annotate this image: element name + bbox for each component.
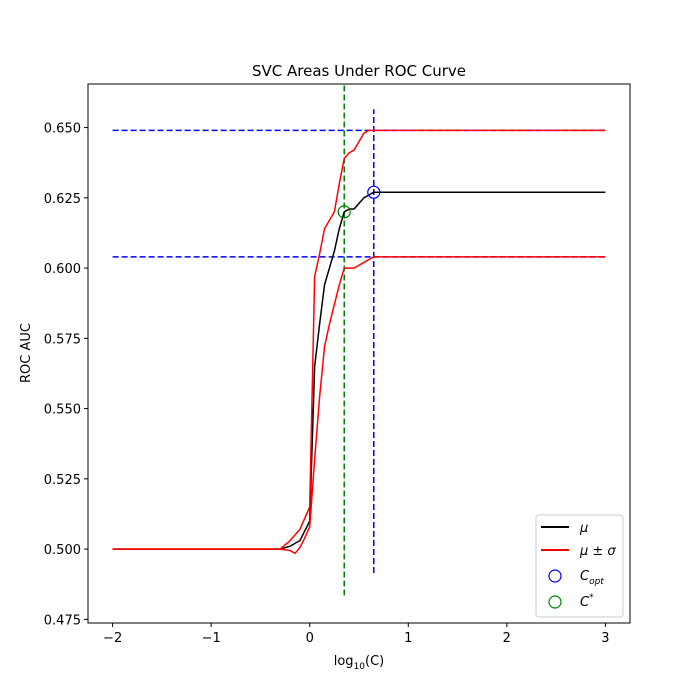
legend-label-2: Copt [580, 569, 604, 587]
markers [337, 185, 381, 219]
legend-label-1: μ ± σ [579, 544, 616, 559]
y-axis: 0.475 0.500 0.525 0.550 0.575 0.600 0.625 0.650 [44, 122, 88, 628]
y-tick-label: 0.500 [44, 543, 81, 558]
y-tick-label: 0.600 [44, 262, 81, 277]
marker-c-star [337, 205, 351, 219]
marker-c-opt [367, 185, 381, 199]
x-axis-label: log10(C) [334, 654, 385, 672]
x-tick-label: −2 [103, 631, 122, 646]
x-tick-label: 2 [503, 631, 511, 646]
legend-label-0: μ [579, 521, 588, 536]
x-tick-label: −1 [202, 631, 221, 646]
series-lines [112, 129, 606, 555]
y-tick-label: 0.525 [44, 473, 81, 488]
legend: μ μ ± σ Copt C* [535, 514, 624, 618]
series-line-0 [112, 191, 606, 550]
chart-title: SVC Areas Under ROC Curve [252, 62, 466, 80]
x-axis-label-sub: 10 [354, 662, 366, 672]
x-axis-label-log: log [334, 654, 354, 669]
x-axis-label-arg: (C) [365, 654, 384, 669]
y-tick-label: 0.575 [44, 332, 81, 347]
series-line-1 [112, 129, 606, 550]
y-tick-label: 0.650 [44, 122, 81, 137]
x-axis: −2 −1 0 1 2 3 [103, 623, 610, 646]
y-tick-label: 0.625 [44, 192, 81, 207]
x-tick-label: 0 [306, 631, 314, 646]
x-tick-label: 3 [601, 631, 609, 646]
legend-swatch-3 [548, 595, 562, 609]
x-tick-label: 1 [404, 631, 412, 646]
legend-swatch-2 [548, 569, 562, 583]
y-tick-label: 0.475 [44, 613, 81, 628]
legend-box [535, 514, 624, 618]
y-axis-label: ROC AUC [19, 323, 34, 383]
series-line-2 [112, 256, 606, 555]
legend-label-3: C* [580, 593, 594, 610]
y-tick-label: 0.550 [44, 403, 81, 418]
plot-frame [87, 83, 631, 624]
